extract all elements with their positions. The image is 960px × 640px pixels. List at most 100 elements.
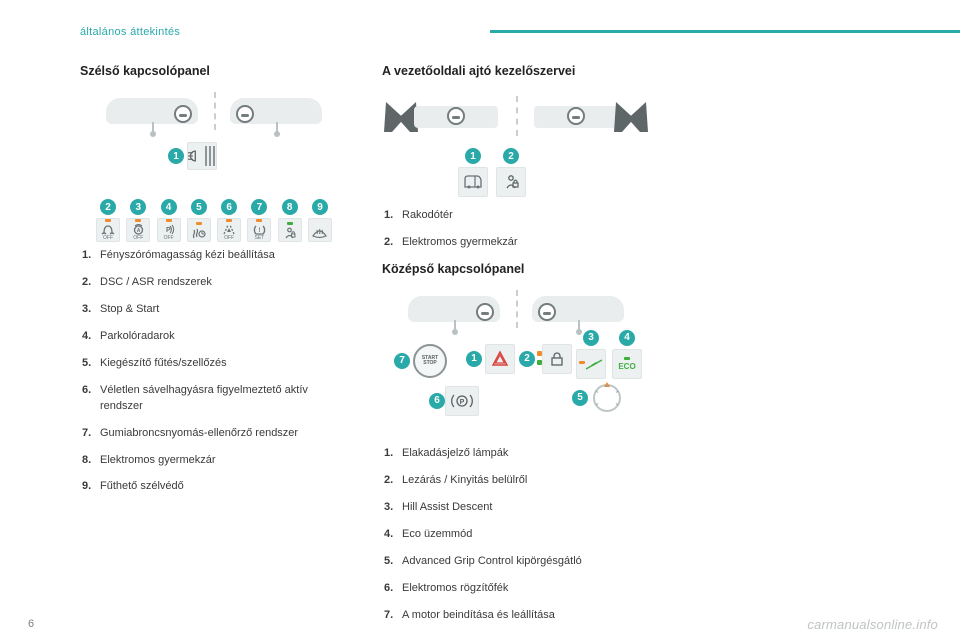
badge-5: 5 [572, 390, 588, 406]
grip-control: 5 [572, 382, 623, 414]
item-text: Elakadásjelző lámpák [402, 446, 508, 462]
switch-button [496, 167, 526, 197]
door-button-row: 1 2 [458, 148, 526, 197]
list-item: 4.Parkolóradarok [82, 329, 348, 345]
traction-icon [101, 224, 115, 235]
switch-button: P [445, 386, 479, 416]
item-text: Rakodótér [402, 208, 453, 224]
gearstick-icon [276, 122, 278, 132]
hill-descent-icon [585, 357, 603, 371]
list-item: 2.Lezárás / Kinyitás belülről [384, 473, 650, 489]
eco-mode: 4 ECO [612, 330, 642, 379]
item-text: Elektromos rögzítőfék [402, 581, 508, 597]
item-text: Véletlen sávelhagyásra figyelmeztető akt… [100, 383, 348, 415]
item-text: Eco üzemmód [402, 527, 472, 543]
switch-dsc-asr: 2 OFF [96, 199, 120, 242]
badge-1: 1 [465, 148, 481, 164]
stop-start-icon: A [132, 224, 145, 235]
child-lock-icon [283, 227, 296, 239]
led-icon [105, 219, 111, 222]
switch-stop-start: 3 A OFF [126, 199, 150, 242]
item-text: A motor beindítása és leállítása [402, 608, 555, 624]
badge-2: 2 [100, 199, 116, 215]
svg-text:!: ! [258, 228, 260, 234]
badge-5: 5 [191, 199, 207, 215]
list-item: 9.Fűthető szélvédő [82, 479, 348, 495]
start-stop-label: START STOP [415, 356, 445, 366]
switch-lane-assist: 6 OFF [217, 199, 241, 242]
switch-child-lock: 8 [278, 199, 302, 242]
list-item: 2.DSC / ASR rendszerek [82, 275, 348, 291]
list-item: 6.Véletlen sávelhagyásra figyelmeztető a… [82, 383, 348, 415]
hazard-icon [490, 349, 510, 369]
headlight-height-icon [187, 142, 217, 170]
led-icon [624, 357, 630, 360]
gearstick-icon [578, 320, 580, 330]
central-lock: 2 [516, 344, 572, 374]
child-lock-control: 2 [496, 148, 526, 197]
park-sensor-icon: P [162, 224, 175, 235]
van-rear-icon [463, 173, 483, 191]
badge-1: 1 [168, 148, 184, 164]
steering-wheel-icon [567, 107, 585, 125]
svg-text:A: A [136, 228, 140, 234]
aux-heat-icon [192, 227, 206, 239]
led-icon [256, 219, 262, 222]
item-text: Elektromos gyermekzár [402, 235, 518, 251]
list-outer-panel: 1.Fényszórómagasság kézi beállítása 2.DS… [82, 248, 348, 495]
svg-text:P: P [460, 399, 465, 406]
list-item: 1.Fényszórómagasság kézi beállítása [82, 248, 348, 264]
switch-button [485, 344, 515, 374]
dashboard-icon [534, 106, 618, 128]
switch-aux-heating: 5 [187, 199, 211, 242]
item-text: Kiegészítő fűtés/szellőzés [100, 356, 227, 372]
led-icon [196, 222, 202, 225]
switch-button [458, 167, 488, 197]
switch-heated-windscreen: 9 [308, 199, 332, 242]
led-icon [226, 219, 232, 222]
badge-7: 7 [394, 353, 410, 369]
gearstick-icon [454, 320, 456, 330]
switch-button: OFF [217, 218, 241, 242]
badge-4: 4 [161, 199, 177, 215]
switch-tpms: 7 ! SET [247, 199, 271, 242]
list-item: 3.Stop & Start [82, 302, 348, 318]
item-text: Stop & Start [100, 302, 159, 318]
switch-button [308, 218, 332, 242]
list-item: 7.Gumiabroncsnyomás-ellenőrző rendszer [82, 426, 348, 442]
diagram-door-controls: 1 2 [398, 92, 634, 202]
steering-wheel-icon [447, 107, 465, 125]
start-stop-button-icon: START STOP [413, 344, 447, 378]
list-item: 5.Advanced Grip Control kipörgésgátló [384, 554, 650, 570]
gearstick-icon [152, 122, 154, 132]
switch-button [542, 344, 572, 374]
rear-door-icon [384, 102, 404, 132]
badge-3: 3 [583, 330, 599, 346]
led-icon [317, 222, 323, 225]
page: általános áttekintés Szélső kapcsolópane… [0, 0, 960, 640]
switch-button [278, 218, 302, 242]
item-text: Fűthető szélvédő [100, 479, 184, 495]
badge-8: 8 [282, 199, 298, 215]
steering-wheel-icon [174, 105, 192, 123]
list-item: 4.Eco üzemmód [384, 527, 650, 543]
list-item: 2.Elektromos gyermekzár [384, 235, 650, 251]
lhd-rhd-divider [214, 92, 216, 130]
thumbwheel-icon [205, 146, 216, 166]
eco-label: ECO [618, 362, 635, 371]
electric-parking-brake: P 6 [426, 386, 479, 416]
dash-rhd [230, 98, 322, 124]
badge-2: 2 [503, 148, 519, 164]
switch-sub: OFF [103, 236, 113, 241]
item-text: DSC / ASR rendszerek [100, 275, 212, 291]
switch-parking-sensors: 4 P OFF [157, 199, 181, 242]
list-door-controls: 1.Rakodótér 2.Elektromos gyermekzár [384, 208, 650, 251]
dashboard-icon [414, 106, 498, 128]
dash-rhd [532, 296, 624, 322]
dial-ticks-icon [591, 382, 623, 414]
heading-centre-panel: Középső kapcsolópanel [382, 262, 650, 276]
dash-lhd [408, 296, 500, 322]
steering-wheel-icon [476, 303, 494, 321]
switch-row: 2 OFF 3 A OFF [96, 199, 332, 242]
switch-button: P OFF [157, 218, 181, 242]
